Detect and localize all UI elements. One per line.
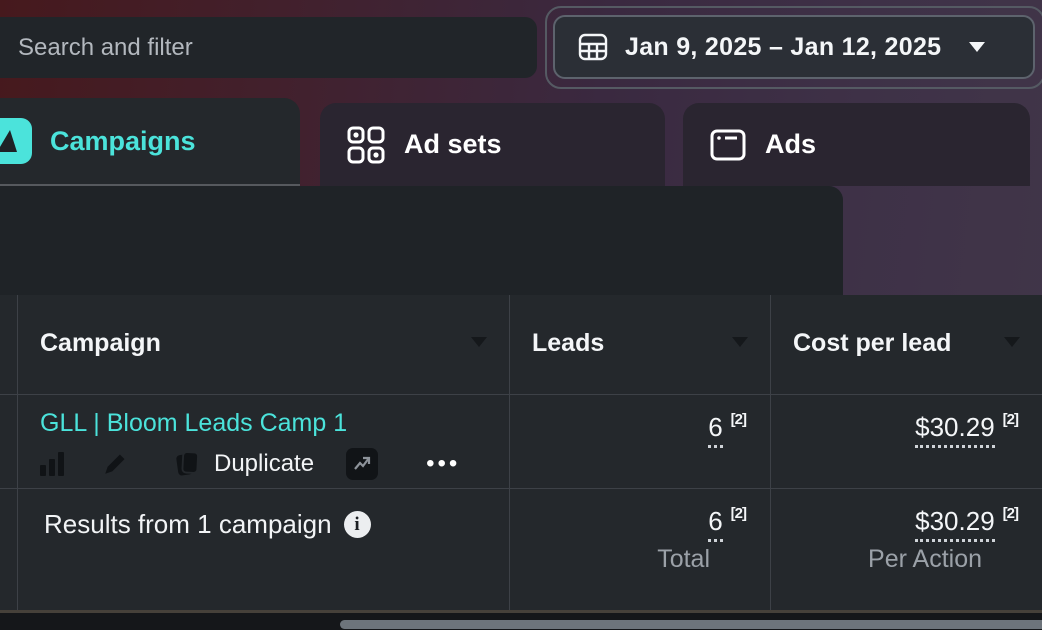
campaign-name-link[interactable]: GLL | Bloom Leads Camp 1 (40, 409, 348, 437)
footnote-marker: [2] (730, 411, 747, 428)
footnote-marker: [2] (1002, 505, 1019, 522)
summary-row: Results from 1 campaign i 6 [2] Total $30… (0, 489, 1042, 613)
row-actions: Duplicate ••• (40, 447, 460, 481)
horizontal-scrollbar[interactable] (340, 620, 1042, 629)
campaigns-icon (0, 118, 32, 164)
row-checkbox-cell[interactable] (0, 395, 18, 488)
table-header-row: Campaign Leads Cost per lead (0, 295, 1042, 395)
trend-chart-icon[interactable] (346, 448, 379, 480)
campaign-cell: GLL | Bloom Leads Camp 1 Duplicate (18, 395, 510, 488)
header-campaign[interactable]: Campaign (18, 295, 510, 394)
info-icon[interactable]: i (343, 511, 371, 538)
ad-sets-icon (346, 125, 386, 165)
date-range-container (545, 6, 1042, 89)
tab-ads[interactable]: Ads (683, 103, 1030, 186)
summary-cost-value[interactable]: $30.29 (915, 506, 995, 542)
search-bar (0, 17, 537, 78)
campaigns-table: Campaign Leads Cost per lead GLL | Bloom… (0, 295, 1042, 613)
summary-leads-value[interactable]: 6 (708, 506, 723, 542)
tab-ad-sets-label: Ad sets (404, 129, 502, 159)
cost-value[interactable]: $30.29 (915, 412, 995, 448)
edit-pencil-icon[interactable] (102, 451, 128, 477)
duplicate-action[interactable]: Duplicate (174, 449, 314, 479)
more-actions-ellipsis[interactable]: ••• (426, 450, 461, 477)
results-label: Results from 1 campaign (44, 509, 332, 539)
leads-caption: Total (657, 545, 710, 573)
header-leads[interactable]: Leads (510, 295, 771, 394)
date-range-label: Jan 9, 2025 – Jan 12, 2025 (625, 32, 942, 61)
table-row: GLL | Bloom Leads Camp 1 Duplicate (0, 395, 1042, 489)
sort-caret-icon[interactable] (1004, 337, 1020, 347)
leads-value[interactable]: 6 (708, 412, 723, 448)
select-all-checkbox-cell[interactable] (0, 295, 18, 394)
cost-per-lead-cell: $30.29 [2] (771, 395, 1042, 488)
search-input[interactable] (0, 33, 537, 62)
summary-label-cell: Results from 1 campaign i (18, 489, 510, 610)
summary-checkbox-cell (0, 489, 18, 610)
footnote-marker: [2] (730, 505, 747, 522)
summary-cost-cell: $30.29 [2] Per Action (771, 489, 1042, 610)
cost-caption: Per Action (868, 545, 982, 573)
tab-campaigns-label: Campaigns (50, 125, 196, 156)
sort-caret-icon[interactable] (471, 337, 487, 347)
duplicate-label: Duplicate (214, 450, 315, 477)
header-cost-per-lead[interactable]: Cost per lead (771, 295, 1042, 394)
tab-campaigns[interactable]: Campaigns (0, 98, 300, 186)
toolbar: More View setup (0, 186, 843, 295)
footnote-marker: [2] (1002, 411, 1019, 428)
ads-icon (709, 126, 747, 164)
tab-ads-label: Ads (765, 129, 817, 159)
date-range-picker[interactable]: Jan 9, 2025 – Jan 12, 2025 (553, 15, 1035, 79)
chart-icon[interactable] (40, 452, 64, 476)
summary-leads-cell: 6 [2] Total (510, 489, 771, 610)
calendar-icon (577, 31, 609, 63)
sort-caret-icon[interactable] (732, 337, 748, 347)
leads-cell: 6 [2] (510, 395, 771, 488)
duplicate-pages-icon (174, 449, 202, 479)
tab-ad-sets[interactable]: Ad sets (320, 103, 665, 186)
chevron-down-icon (969, 42, 986, 52)
